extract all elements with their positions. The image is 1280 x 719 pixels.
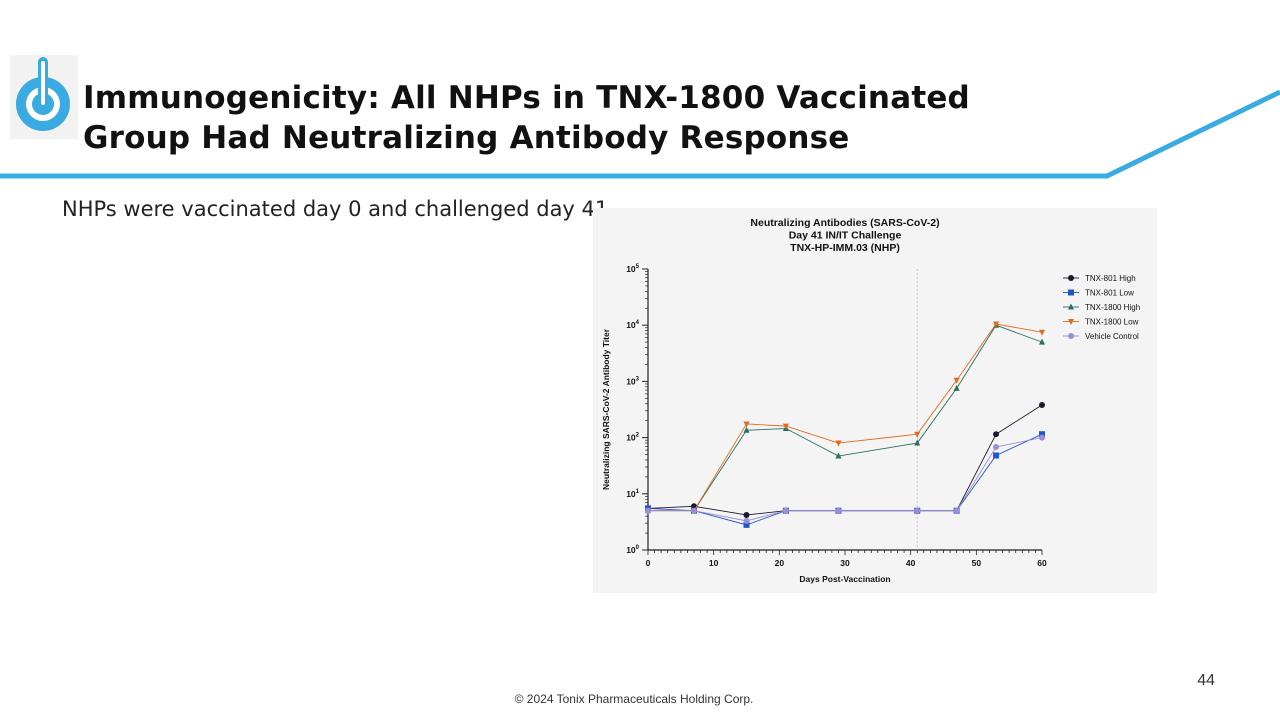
y-axis-label: Neutralizing SARS-CoV-2 Antibody Titer	[601, 328, 611, 490]
data-point-tnx-1800-low	[993, 321, 1000, 328]
chart-title-line: Neutralizing Antibodies (SARS-CoV-2)	[750, 217, 939, 229]
legend-marker-tnx-1800-low	[1068, 319, 1074, 325]
legend-marker-tnx-1800-high	[1068, 303, 1074, 310]
data-point-tnx-801-high	[743, 511, 750, 518]
y-tick-label: 103	[626, 376, 639, 386]
chart-title-line: TNX-HP-IMM.03 (NHP)	[790, 242, 900, 254]
power-logo-icon	[16, 57, 70, 131]
data-point-tnx-1800-low	[743, 421, 750, 428]
data-point-vehicle-control	[953, 507, 960, 514]
data-point-tnx-801-low	[993, 452, 1000, 459]
legend-label: TNX-1800 Low	[1085, 318, 1139, 327]
data-point-vehicle-control	[743, 517, 750, 524]
data-point-tnx-1800-low	[1039, 329, 1045, 336]
y-tick-label: 102	[626, 433, 639, 443]
slide-title: Immunogenicity: All NHPs in TNX-1800 Vac…	[83, 78, 970, 158]
legend-marker-vehicle-control	[1068, 333, 1074, 339]
data-point-vehicle-control	[1039, 434, 1045, 441]
series-line-tnx-1800-low	[648, 323, 1043, 512]
chart-panel: Neutralizing Antibodies (SARS-CoV-2) Day …	[593, 208, 1157, 593]
data-point-tnx-1800-high	[743, 426, 750, 433]
data-point-tnx-801-low	[743, 521, 750, 528]
data-point-tnx-1800-high	[835, 452, 842, 459]
data-point-tnx-801-high	[993, 431, 1000, 438]
data-point-vehicle-control	[914, 507, 921, 514]
series-line-tnx-801-high	[647, 404, 1043, 516]
y-tick-label: 100	[626, 545, 639, 555]
header-accent-line	[0, 89, 1280, 179]
x-tick-label: 60	[1037, 558, 1047, 568]
page-number: 44	[1197, 672, 1215, 689]
x-tick-label: 30	[840, 558, 850, 568]
data-point-tnx-1800-low	[782, 423, 789, 430]
data-point-vehicle-control	[690, 507, 697, 514]
x-tick-label: 0	[646, 558, 651, 568]
legend-label: TNX-801 High	[1085, 274, 1136, 283]
legend-label: TNX-801 Low	[1085, 289, 1134, 298]
slide-subtitle: NHPs were vaccinated day 0 and challenge…	[62, 197, 609, 221]
chart-title-line: Day 41 IN/IT Challenge	[789, 230, 902, 242]
data-point-tnx-1800-high	[953, 384, 960, 391]
legend-label: Vehicle Control	[1085, 332, 1139, 341]
data-point-vehicle-control	[835, 507, 842, 514]
series-line-tnx-801-low	[647, 433, 1043, 526]
legend-marker-tnx-801-low	[1068, 289, 1074, 296]
series-line-tnx-1800-high	[648, 324, 1043, 512]
x-axis-label: Days Post-Vaccination	[799, 574, 890, 584]
data-point-tnx-1800-low	[953, 377, 960, 384]
data-point-tnx-1800-high	[1039, 338, 1045, 345]
y-tick-label: 104	[626, 320, 639, 330]
slide-title-line-1: Immunogenicity: All NHPs in TNX-1800 Vac…	[83, 80, 970, 116]
data-point-vehicle-control	[645, 507, 651, 514]
neutralizing-antibody-chart: Neutralizing Antibodies (SARS-CoV-2)Day …	[601, 217, 1140, 584]
company-logo	[10, 55, 78, 139]
x-tick-label: 50	[972, 558, 982, 568]
data-point-tnx-1800-low	[835, 440, 842, 447]
y-tick-label: 101	[626, 489, 639, 499]
data-point-tnx-1800-high	[914, 439, 921, 446]
data-point-vehicle-control	[993, 444, 1000, 451]
x-tick-label: 10	[709, 558, 719, 568]
x-tick-label: 20	[775, 558, 785, 568]
legend-label: TNX-1800 High	[1085, 303, 1140, 312]
copyright-footer: © 2024 Tonix Pharmaceuticals Holding Cor…	[514, 692, 754, 706]
slide-title-line-2: Group Had Neutralizing Antibody Response	[83, 120, 850, 156]
y-tick-label: 105	[626, 264, 639, 274]
data-point-tnx-801-low	[1039, 431, 1045, 438]
data-point-tnx-801-high	[1039, 402, 1045, 409]
x-tick-label: 40	[906, 558, 916, 568]
legend-marker-tnx-801-high	[1068, 275, 1074, 281]
data-point-vehicle-control	[782, 507, 789, 514]
data-point-tnx-1800-low	[914, 431, 921, 438]
